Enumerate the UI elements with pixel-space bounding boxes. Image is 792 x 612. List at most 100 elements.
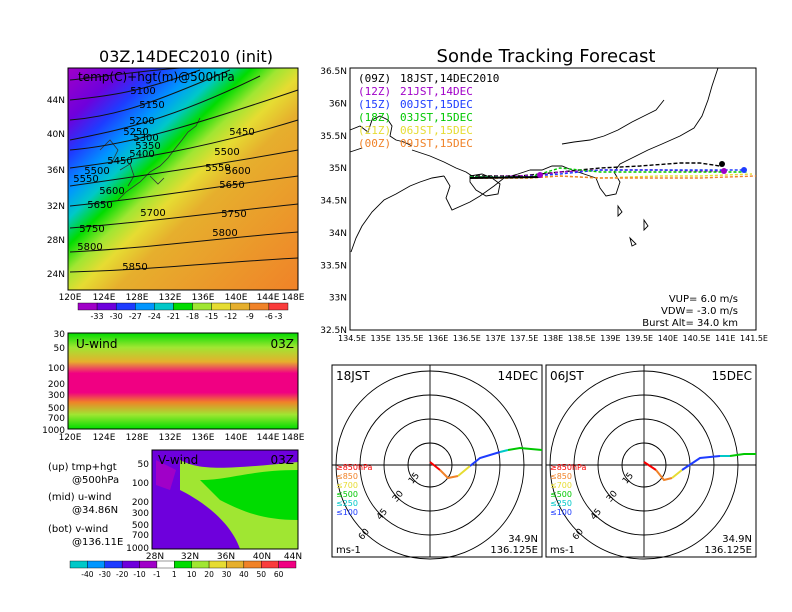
pressure-tick-label: 100	[48, 364, 65, 374]
colorbar-swatch	[243, 560, 262, 569]
colorbar-swatch	[69, 560, 88, 569]
level-label: ≤500	[550, 490, 572, 499]
contour-label: 5150	[139, 100, 164, 111]
colorbar-label: -3	[274, 312, 282, 321]
lat-tick-label: 40N	[47, 130, 65, 140]
note-line: @34.86N	[72, 505, 118, 516]
pressure-tick-label: 1000	[126, 544, 149, 554]
note-line: (bot) v-wind	[48, 524, 108, 535]
colorbar-swatch	[174, 560, 192, 569]
contour-label: 5450	[229, 127, 254, 138]
colorbar-swatch	[208, 560, 227, 569]
lon-tick-label: 132E	[159, 293, 182, 303]
level-label: ≥850hPa	[336, 463, 373, 472]
hodo-trace	[429, 461, 441, 471]
contour-label: 5450	[107, 156, 132, 167]
v-wind-label: V-wind	[158, 453, 198, 467]
level-label: ≤850	[336, 472, 358, 481]
lat-tick-label: 33.5N	[320, 261, 347, 271]
level-label: ≥850hPa	[550, 463, 587, 472]
colorbar-label: -12	[224, 312, 237, 321]
legend-date: 18JST,14DEC2010	[400, 72, 499, 85]
contour-label: 5300	[133, 133, 158, 144]
legend-time: (15Z)	[358, 98, 391, 111]
colorbar-label: -27	[129, 312, 142, 321]
pressure-tick-label: 500	[48, 404, 65, 414]
u-wind-panel: U-wind 03Z 30 50 100 200 300 500 700 100…	[42, 330, 305, 443]
legend-time: (00Z)	[358, 137, 391, 150]
u-wind-time: 03Z	[271, 337, 295, 351]
pressure-tick-label: 100	[132, 479, 149, 489]
lon-tick-label: 148E	[282, 433, 305, 443]
colorbar-swatch	[77, 302, 98, 311]
note-line: @500hPa	[72, 475, 119, 486]
lon-tick-label: 141E	[715, 334, 735, 343]
colorbar-swatch	[230, 302, 251, 311]
wind-colorbar: -40 -30 -20 -10 -1 1 10 20 30 40 50 60	[69, 560, 297, 579]
contour-label: 5200	[129, 116, 154, 127]
lon-tick-label: 139E	[600, 334, 620, 343]
level-label: ≤500	[336, 490, 358, 499]
pressure-tick-label: 50	[138, 460, 150, 470]
lon-tick-label: 136.5E	[453, 334, 481, 343]
pressure-tick-label: 500	[132, 521, 149, 531]
vup-value: VUP= 6.0 m/s	[669, 294, 738, 305]
colorbar-label: -30	[99, 570, 111, 579]
colorbar-label: 20	[204, 570, 214, 579]
legend-time: (12Z)	[358, 85, 391, 98]
lat-tick-label: 32N	[47, 202, 65, 212]
lon-tick-label: 138.5E	[568, 334, 596, 343]
hodo-unit: ms-1	[336, 545, 361, 556]
pressure-tick-label: 30	[54, 330, 66, 340]
level-label: ≤100	[550, 508, 572, 517]
colorbar-swatch	[278, 560, 297, 569]
note-line: (up) tmp+hgt	[48, 462, 117, 473]
colorbar-swatch	[154, 302, 174, 311]
left-title: 03Z,14DEC2010 (init)	[99, 47, 273, 66]
colorbar-label: -30	[110, 312, 123, 321]
lon-tick-label: 138E	[543, 334, 563, 343]
colorbar-swatch	[135, 302, 155, 311]
colorbar-swatch	[115, 302, 136, 311]
contour-label: 5650	[219, 180, 244, 191]
lon-tick-label: 140E	[225, 293, 248, 303]
legend-time: (21Z)	[358, 124, 391, 137]
hodo-trace	[643, 461, 657, 471]
lon-tick-label: 124E	[93, 433, 116, 443]
level-label: ≤100	[336, 508, 358, 517]
lon-tick-label: 140E	[658, 334, 678, 343]
contour-label: 5100	[130, 86, 155, 97]
colorbar-label: -18	[186, 312, 199, 321]
colorbar-label: -21	[167, 312, 180, 321]
contour-label: 5600	[99, 186, 124, 197]
colorbar-swatch	[104, 560, 123, 569]
lon-tick-label: 139.5E	[625, 334, 653, 343]
colorbar-swatch	[261, 560, 279, 569]
note-line: @136.11E	[72, 537, 123, 548]
pressure-tick-label: 300	[48, 391, 65, 401]
colorbar-label: -24	[148, 312, 161, 321]
colorbar-label: -15	[205, 312, 218, 321]
burst-altitude: Burst Alt= 34.0 km	[642, 318, 738, 329]
colorbar-swatch	[156, 560, 175, 569]
contour-label: 5550	[73, 174, 98, 185]
colorbar-swatch	[191, 560, 210, 569]
lon-tick-label: 144E	[257, 433, 280, 443]
lon-tick-label: 120E	[59, 293, 82, 303]
vdw-value: VDW= -3.0 m/s	[661, 306, 738, 317]
lat-tick-label: 44N	[47, 96, 65, 106]
colorbar-swatch	[87, 560, 105, 569]
legend-time: (18Z)	[358, 111, 391, 124]
pressure-tick-label: 700	[48, 414, 65, 424]
colorbar-label: -40	[81, 570, 93, 579]
level-label: ≤700	[336, 481, 358, 490]
lat-tick-label: 33N	[329, 294, 347, 304]
note-line: (mid) u-wind	[48, 492, 111, 503]
lat-tick-label: 35.5N	[320, 132, 347, 142]
temp-height-label: temp(C)+hgt(m)@500hPa	[78, 70, 235, 84]
colorbar-label: 50	[256, 570, 266, 579]
level-label: ≤850	[550, 472, 572, 481]
colorbar-label: 1	[172, 570, 177, 579]
hodograph-2: 15 30 45 60 06JST 15DEC 34.9N 136.125E m…	[545, 364, 757, 560]
japan-coastline	[99, 117, 201, 201]
